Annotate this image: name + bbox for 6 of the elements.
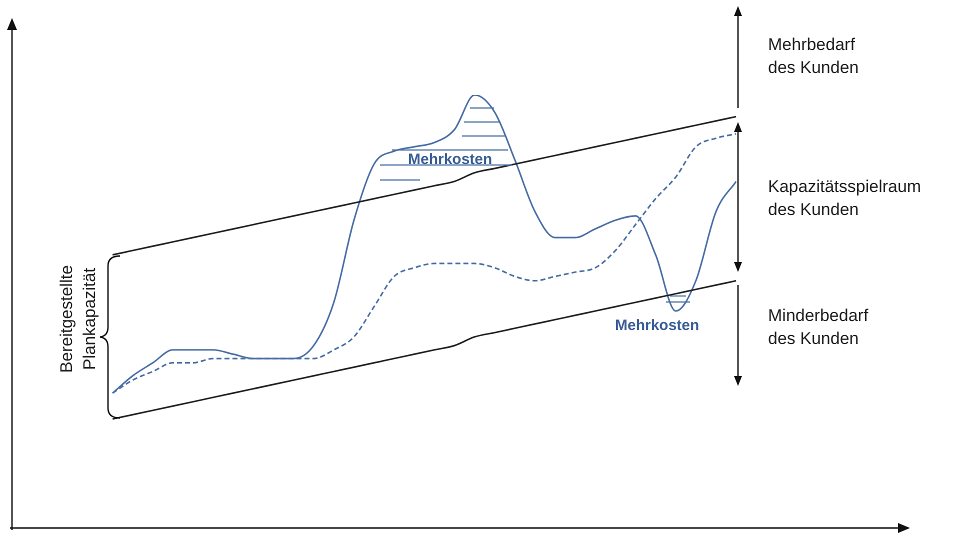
- annotation: Bereitgestellte Plankapazität: [56, 264, 100, 375]
- annotation: Mehrkosten: [615, 316, 700, 336]
- annotation: Mehrkosten: [408, 150, 492, 170]
- annotation: Kapazitätsspielraum des Kunden: [768, 176, 922, 221]
- text: Mehrbedarf des Kunden: [768, 34, 859, 79]
- annotation: Minderbedarf des Kunden: [768, 305, 868, 350]
